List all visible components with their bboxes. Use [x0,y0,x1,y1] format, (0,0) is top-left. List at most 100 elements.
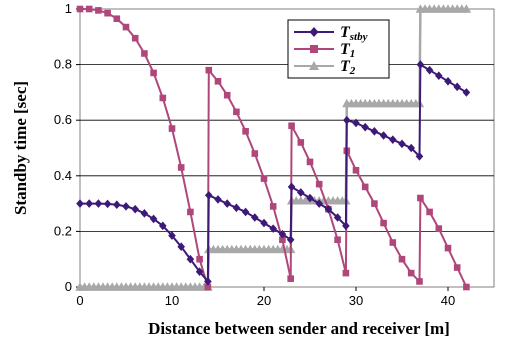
data-point [447,4,458,13]
data-point [435,225,443,232]
data-point [104,9,111,17]
data-point [355,98,366,108]
legend-label-main: T [340,58,351,75]
data-point [370,127,379,136]
data-point [204,283,212,291]
data-point [444,76,452,86]
data-point [398,139,406,149]
y-tick-label: 0.6 [54,112,72,127]
data-point [380,219,387,227]
legend-label-subscript: 1 [350,48,356,60]
data-point [398,255,406,263]
legend-label-subscript: 2 [349,65,356,77]
data-point [196,255,203,263]
x-tick-label: 10 [165,293,179,308]
data-point [76,199,84,208]
data-point [269,203,277,210]
legend-label: T1 [340,41,355,60]
x-tick-label: 40 [441,293,455,308]
data-point [416,60,425,69]
x-tick-label: 30 [349,293,363,308]
data-point [89,282,99,291]
data-point [342,221,350,231]
data-point [392,98,403,108]
data-point [113,200,121,210]
data-point [342,269,350,277]
data-point [337,196,347,205]
data-point [361,122,369,132]
data-point [251,213,259,222]
data-point [457,4,467,13]
data-point [242,128,249,135]
data-point [334,236,341,244]
data-point [113,15,121,23]
data-point [150,69,157,77]
y-tick-label: 1 [65,1,72,16]
data-point [214,195,222,204]
data-point [236,244,246,254]
data-point [389,135,397,144]
legend-label-main: T [340,41,351,58]
data-point [269,224,277,233]
data-point [415,152,424,161]
data-point [453,264,461,271]
data-point [463,283,470,291]
data-point [254,244,265,254]
data-point [278,229,287,239]
data-point [453,82,461,92]
data-point [233,108,240,116]
data-point [125,282,136,291]
data-point [315,199,323,208]
legend-marker [309,61,319,70]
data-point [131,204,139,214]
data-point [273,244,283,254]
legend-label: T2 [340,58,356,77]
data-point [241,207,250,217]
series-t-stby [76,60,471,286]
data-point [205,190,213,200]
x-tick-label: 20 [257,293,271,308]
data-point [306,158,314,166]
data-point [352,118,360,128]
data-point [297,139,305,146]
data-point [177,242,185,251]
legend-label-main: T [340,24,351,41]
y-tick-label: 0 [65,279,72,294]
data-point [297,188,305,197]
data-point [141,50,148,57]
data-point [287,182,296,192]
data-point [204,277,212,286]
data-point [389,239,397,246]
data-point [260,175,268,182]
data-point [168,231,176,240]
data-point [103,199,112,209]
data-point [195,267,204,277]
data-point [159,221,167,231]
data-point [144,282,154,291]
data-point [85,199,93,208]
data-point [462,88,471,97]
legend-marker [309,27,319,37]
data-point [131,34,139,42]
data-point [94,199,103,208]
data-point [361,183,369,191]
data-point [223,91,231,99]
data-point [149,214,158,224]
data-point [177,164,185,171]
data-point [407,269,415,277]
data-point [352,166,360,174]
grid [80,64,494,232]
data-point [162,282,173,291]
data-point [140,209,149,218]
legend-marker [310,45,318,53]
data-point [426,208,433,216]
data-point [214,77,222,85]
data-point [279,236,286,244]
series-t-2 [75,4,472,291]
y-tick-label: 0.8 [54,57,72,72]
data-point [374,98,384,108]
data-point [435,71,443,81]
data-point [122,23,130,31]
